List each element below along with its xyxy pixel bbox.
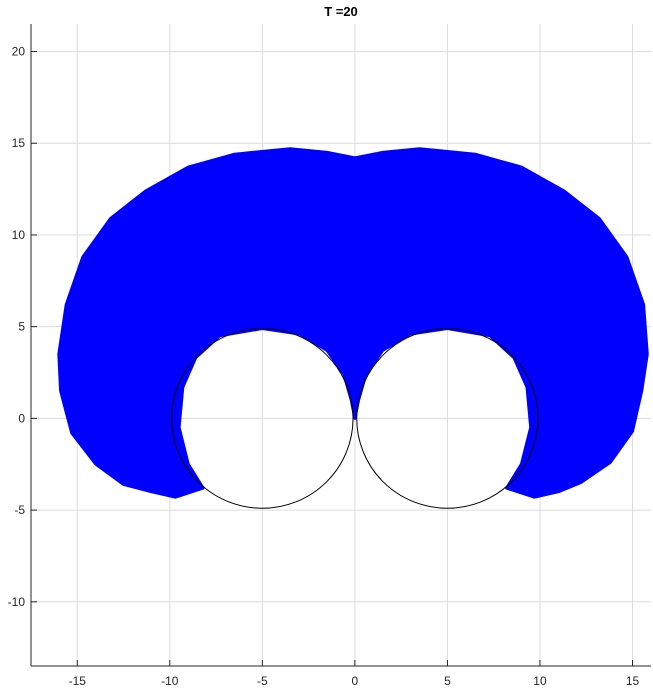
x-tick-label: -10 [161, 674, 179, 688]
boundary-circle-1 [356, 327, 539, 509]
chart-title: T =20 [324, 4, 358, 19]
axes [30, 24, 651, 667]
boundary-circle-0 [171, 327, 354, 509]
y-tick-label: 5 [18, 320, 25, 334]
x-tick-label: -15 [69, 674, 87, 688]
y-tick-label: -5 [14, 503, 25, 517]
boundary-circles [171, 327, 539, 509]
y-tick-label: 0 [18, 411, 25, 425]
data-region [57, 147, 649, 499]
x-tick-label: 15 [626, 674, 640, 688]
x-tick-label: 5 [444, 674, 451, 688]
y-tick-label: 15 [12, 136, 26, 150]
x-tick-label: 0 [352, 674, 359, 688]
x-tick-label: -5 [257, 674, 268, 688]
scatter-region-0 [57, 147, 649, 499]
tick-labels: -15 -10 -5 0 5 10 15 -10 -5 0 5 10 15 20 [8, 45, 640, 688]
y-tick-label: -10 [8, 595, 26, 609]
y-tick-label: 10 [12, 228, 26, 242]
x-tick-label: 10 [533, 674, 547, 688]
y-tick-label: 20 [12, 45, 26, 59]
